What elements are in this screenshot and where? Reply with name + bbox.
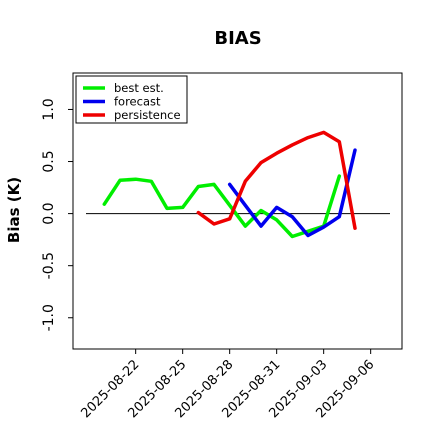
y-tick-label: -0.5 (41, 252, 57, 279)
legend-label: persistence (114, 108, 181, 122)
plot-area (72, 72, 403, 350)
legend-box (75, 75, 188, 124)
legend-label: best est. (114, 81, 164, 95)
y-tick-label: 1.0 (41, 98, 57, 120)
series-line-persistence (196, 130, 357, 230)
legend-label: forecast (114, 95, 161, 109)
series-line-forecast (227, 148, 357, 238)
y-tick-label: -1.0 (41, 304, 57, 331)
y-tick-label: 0.5 (41, 150, 57, 172)
series-line-best-est (102, 174, 342, 239)
y-axis-label: Bias (K) (5, 177, 23, 243)
y-tick-label: 0.0 (41, 202, 57, 224)
chart-title: BIAS (214, 28, 261, 49)
